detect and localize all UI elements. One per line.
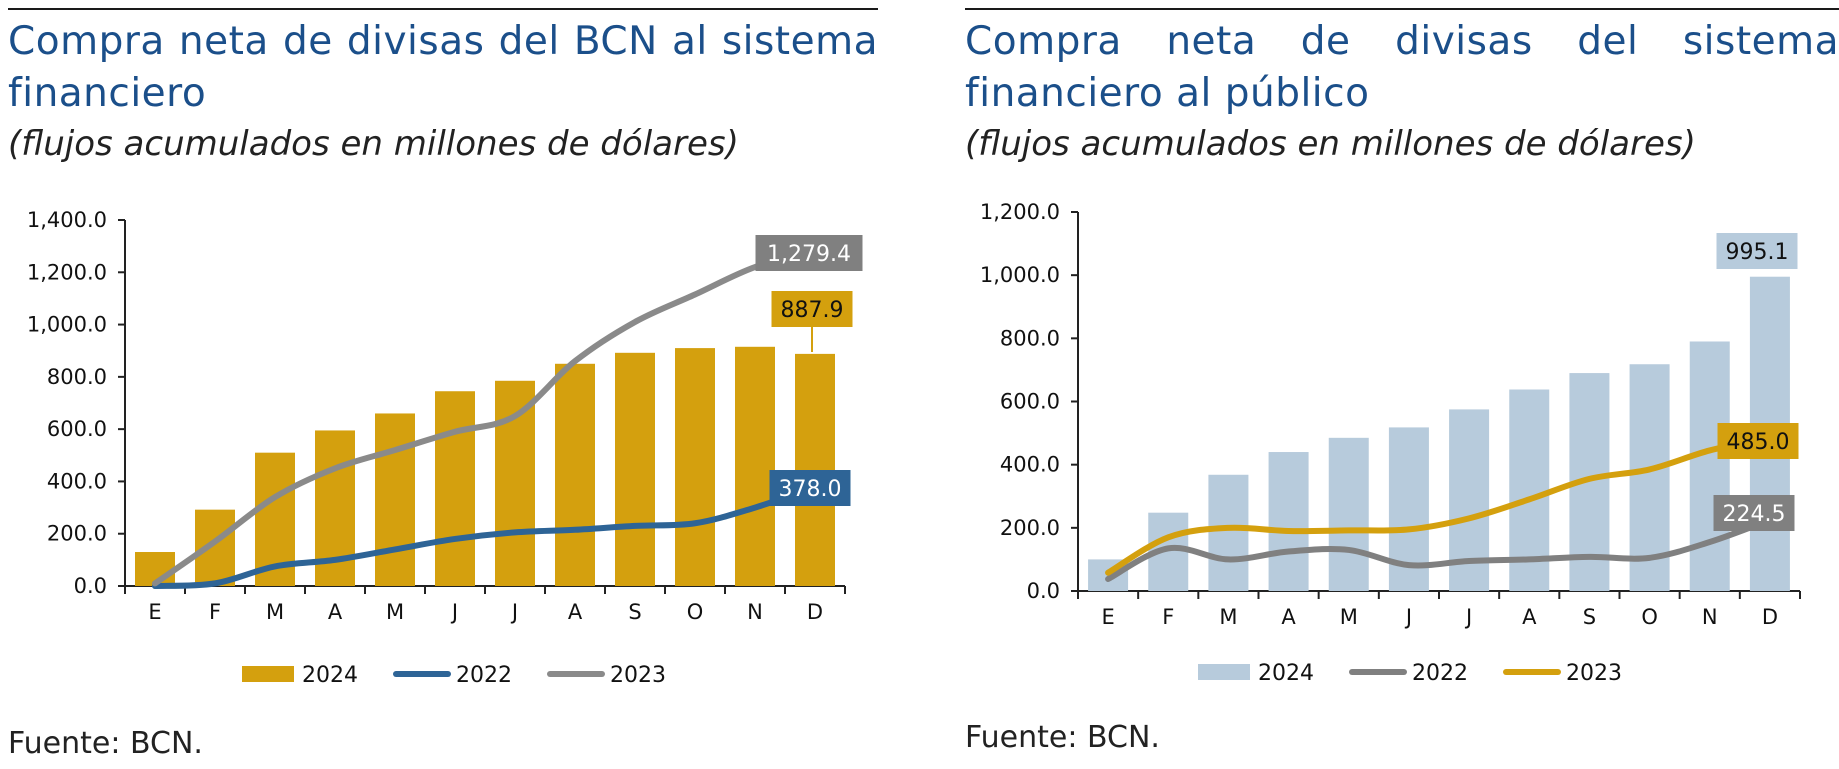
- bar-2024: [1208, 474, 1249, 591]
- y-tick-label: 200.0: [1000, 516, 1060, 540]
- y-tick-label: 400.0: [1000, 453, 1060, 477]
- data-label-box: [1716, 233, 1798, 269]
- legend-label-2023: 2023: [1566, 661, 1622, 686]
- x-tick-label: M: [386, 600, 404, 624]
- y-tick-label: 800.0: [1000, 326, 1060, 350]
- x-tick-label: A: [328, 600, 343, 624]
- x-tick-label: O: [1641, 605, 1658, 629]
- legend-swatch-2024: [1198, 664, 1250, 680]
- x-tick-label: J: [510, 600, 518, 624]
- chart-title: Compra neta de divisas del BCN al sistem…: [8, 19, 878, 116]
- y-tick-label: 0.0: [1027, 579, 1060, 603]
- legend-label-2022: 2022: [1412, 661, 1468, 686]
- top-rule: [8, 8, 878, 10]
- legend-label-2024: 2024: [302, 663, 358, 688]
- x-tick-label: E: [148, 600, 161, 624]
- data-label-box: [1713, 495, 1795, 531]
- y-tick-label: 800.0: [47, 365, 107, 389]
- y-tick-label: 200.0: [47, 522, 107, 546]
- bar-2024: [615, 352, 655, 586]
- x-tick-label: A: [568, 600, 583, 624]
- bar-2024: [735, 346, 775, 586]
- data-label: 887.9: [781, 298, 844, 323]
- source-note: Fuente: BCN.: [965, 720, 1160, 755]
- line-series-2023: [1105, 434, 1773, 576]
- chart-panel-right: Compra neta de divisas del sistema finan…: [955, 0, 1839, 769]
- bar-2024: [675, 348, 715, 586]
- y-tick-label: 1,000.0: [27, 313, 107, 337]
- legend-swatch-2024: [242, 666, 294, 682]
- legend-label-2024: 2024: [1258, 661, 1314, 686]
- data-label: 378.0: [779, 477, 842, 502]
- x-tick-label: F: [1162, 605, 1174, 629]
- x-tick-label: F: [209, 600, 221, 624]
- y-tick-label: 600.0: [1000, 390, 1060, 414]
- bar-2024: [435, 391, 475, 586]
- line-series-2022: [152, 484, 818, 589]
- x-tick-label: J: [1404, 605, 1412, 629]
- data-label-box: [1717, 423, 1799, 459]
- x-tick-label: E: [1101, 605, 1114, 629]
- data-label: 224.5: [1723, 502, 1786, 527]
- bar-2024: [375, 413, 415, 586]
- x-tick-label: M: [1219, 605, 1237, 629]
- data-label: 485.0: [1727, 430, 1790, 455]
- x-tick-label: A: [1522, 605, 1537, 629]
- chart-right-svg: 0.0 200.0 400.0 600.0 800.0 1,000.0 1,200.0 E F M…: [980, 200, 1801, 686]
- x-tick-label: J: [1464, 605, 1472, 629]
- x-tick-label: N: [747, 600, 763, 624]
- y-tick-label: 1,200.0: [980, 200, 1060, 224]
- x-tick-label: D: [807, 600, 823, 624]
- chart-left-svg: 0.0 200.0 400.0 600.0 800.0 1,000.0 1,200.0 1,4…: [27, 208, 863, 688]
- data-label-box: [769, 470, 851, 506]
- y-tick-label: 1,200.0: [27, 260, 107, 284]
- y-tick-label: 1,000.0: [980, 263, 1060, 287]
- line-series-2023: [152, 248, 818, 587]
- chart-subtitle: (flujos acumulados en millones de dólare…: [965, 124, 1696, 164]
- y-tick-label: 1,400.0: [27, 208, 107, 232]
- x-tick-label: M: [1340, 605, 1358, 629]
- bar-2024: [1689, 341, 1730, 591]
- x-tick-label: S: [628, 600, 641, 624]
- data-label: 995.1: [1726, 240, 1789, 265]
- y-tick-label: 0.0: [74, 574, 107, 598]
- x-tick-label: S: [1583, 605, 1596, 629]
- data-label: 1,279.4: [767, 242, 851, 267]
- legend-label-2022: 2022: [456, 663, 512, 688]
- x-tick-label: J: [450, 600, 458, 624]
- x-tick-label: N: [1702, 605, 1718, 629]
- chart-subtitle: (flujos acumulados en millones de dólare…: [8, 124, 739, 164]
- data-label-box: [771, 291, 853, 327]
- top-rule: [965, 8, 1839, 10]
- bar-2024: [495, 380, 535, 586]
- data-label-box: [755, 235, 863, 271]
- x-tick-label: M: [266, 600, 284, 624]
- y-tick-label: 600.0: [47, 417, 107, 441]
- bar-2024: [795, 353, 835, 586]
- chart-panel-left: Compra neta de divisas del BCN al sistem…: [0, 0, 900, 769]
- bar-2024: [555, 363, 595, 586]
- source-note: Fuente: BCN.: [8, 726, 203, 761]
- chart-title: Compra neta de divisas del sistema finan…: [965, 19, 1839, 116]
- bar-2024: [1268, 452, 1309, 591]
- x-tick-label: D: [1762, 605, 1778, 629]
- x-tick-label: O: [687, 600, 704, 624]
- line-series-2022: [1105, 517, 1773, 582]
- bar-2024: [1328, 437, 1369, 591]
- y-tick-label: 400.0: [47, 469, 107, 493]
- x-tick-label: A: [1281, 605, 1296, 629]
- legend-label-2023: 2023: [610, 663, 666, 688]
